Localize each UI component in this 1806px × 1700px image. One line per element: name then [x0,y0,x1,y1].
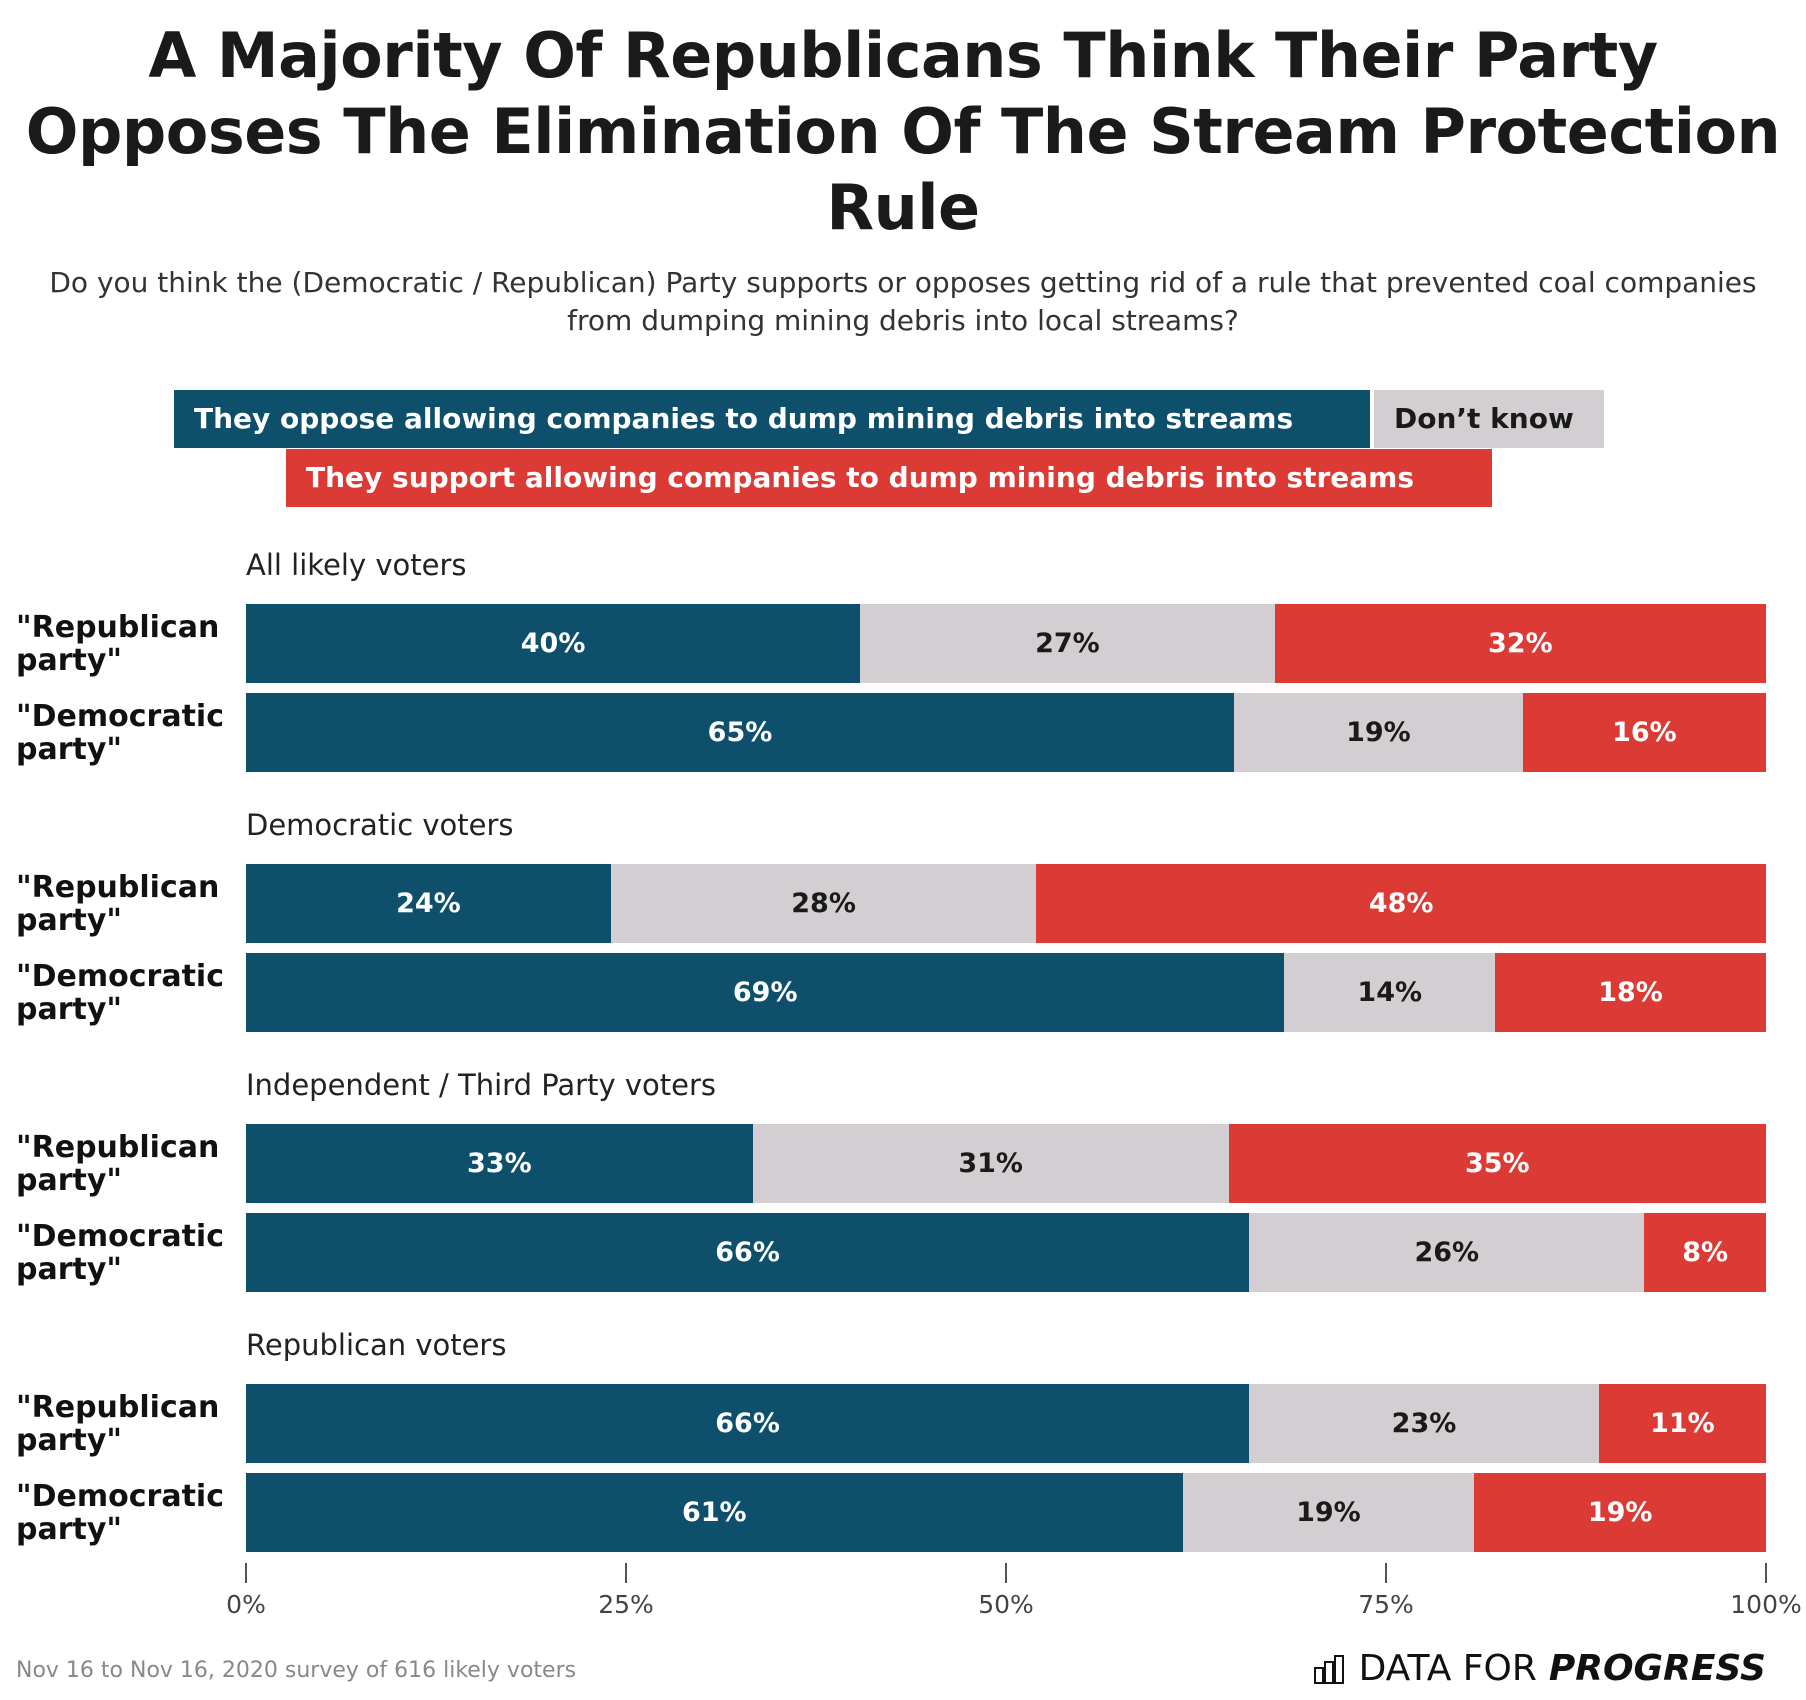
data-for-progress-logo: DATA FOR PROGRESS [1313,1648,1766,1689]
row-label: "Republican party" [16,1130,220,1198]
bar-segment: 26% [1249,1213,1645,1292]
chart-title: A Majority Of Republicans Think Their Pa… [25,19,1781,244]
data-label: 65% [707,717,773,748]
row-label: "Republican party" [16,870,220,938]
group-label: Democratic voters [246,808,514,842]
group-label: Republican voters [246,1328,507,1362]
data-label: 61% [681,1497,747,1528]
bar-segment: 65% [246,693,1234,772]
bar-segment: 19% [1234,693,1523,772]
x-tick-label: 50% [978,1590,1034,1619]
row-label: "Republican party" [16,1390,220,1458]
x-tick [1005,1563,1007,1583]
bar-segment: 18% [1495,953,1766,1032]
bar-segment: 8% [1644,1213,1766,1292]
row-label: "Democratic party" [16,699,224,767]
bar-segment: 11% [1598,1384,1766,1463]
data-label: 66% [715,1237,780,1268]
row-label: "Democratic party" [16,1219,224,1287]
row-label: "Democratic party" [16,1479,224,1547]
bar-segment: 16% [1522,693,1766,772]
data-label: 66% [715,1408,780,1439]
bar-segment: 40% [246,604,861,683]
data-label: 69% [732,977,798,1008]
data-label: 24% [396,888,461,919]
bar-segment: 35% [1228,1124,1766,1203]
bar-segment: 33% [246,1124,753,1203]
legend-oppose: They oppose allowing companies to dump m… [174,390,1370,448]
group-label: All likely voters [246,548,467,582]
bar-segment: 69% [246,953,1285,1032]
x-tick-label: 75% [1358,1590,1414,1619]
data-label: 48% [1368,888,1434,919]
x-tick [245,1563,247,1583]
source-note: Nov 16 to Nov 16, 2020 survey of 616 lik… [16,1658,577,1683]
data-label: 8% [1682,1237,1729,1268]
bar-segment: 66% [246,1213,1250,1292]
data-label: 11% [1650,1408,1715,1439]
data-label: 23% [1391,1408,1457,1439]
bar-segment: 19% [1182,1473,1475,1552]
row-label: "Democratic party" [16,959,224,1027]
data-label: 19% [1296,1497,1361,1528]
bar-segment: 32% [1274,604,1766,683]
data-label: 33% [467,1148,532,1179]
chart-subtitle: Do you think the (Democratic / Republica… [49,266,1757,337]
data-label: 14% [1357,977,1423,1008]
bar-segment: 24% [246,864,611,943]
data-label: 19% [1346,717,1411,748]
data-label: 16% [1612,717,1677,748]
x-tick-label: 25% [598,1590,654,1619]
data-label: 27% [1035,628,1100,659]
data-label: 18% [1598,977,1663,1008]
x-tick [1765,1563,1767,1583]
data-label: 40% [520,628,586,659]
data-label: 28% [791,888,856,919]
logo-text-bold: PROGRESS [1548,1648,1766,1689]
bar-segment: 28% [610,864,1037,943]
bar-segment: 61% [246,1473,1183,1552]
group-label: Independent / Third Party voters [246,1068,716,1102]
legend-dont-know: Don’t know [1374,390,1604,448]
logo-text-light: DATA FOR [1358,1648,1537,1689]
bar-chart-icon [1313,1654,1344,1684]
x-tick [625,1563,627,1583]
bar-segment: 23% [1249,1384,1599,1463]
bar-segment: 48% [1036,864,1766,943]
x-tick [1385,1563,1387,1583]
x-tick-label: 100% [1730,1590,1802,1619]
x-tick-label: 0% [226,1590,266,1619]
bar-segment: 66% [246,1384,1250,1463]
data-label: 31% [958,1148,1023,1179]
data-label: 26% [1414,1237,1480,1268]
data-label: 35% [1464,1148,1530,1179]
row-label: "Republican party" [16,610,220,678]
bar-segment: 19% [1474,1473,1766,1552]
data-label: 32% [1488,628,1553,659]
bar-segment: 27% [860,604,1275,683]
data-label: 19% [1587,1497,1653,1528]
legend-support: They support allowing companies to dump … [286,449,1492,507]
bar-segment: 31% [752,1124,1229,1203]
bar-segment: 14% [1284,953,1496,1032]
